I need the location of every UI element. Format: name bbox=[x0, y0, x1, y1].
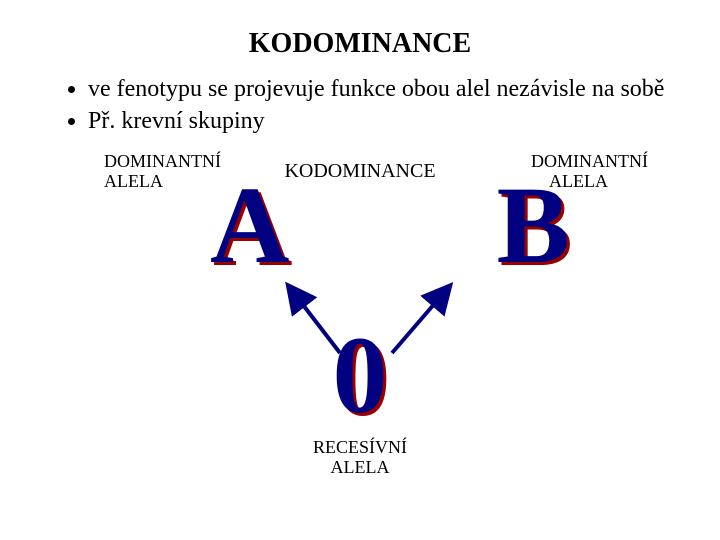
bullet-item: Př. krevní skupiny bbox=[88, 106, 680, 136]
allele-a: A A bbox=[210, 170, 289, 280]
allele-a-front: A bbox=[210, 164, 289, 286]
allele-0-front: 0 bbox=[333, 314, 388, 436]
bullet-list: ve fenotypu se projevuje funkce obou ale… bbox=[0, 74, 720, 136]
label-dominant-left: DOMINANTNÍ ALELA bbox=[104, 152, 221, 192]
label-line: ALELA bbox=[104, 172, 221, 192]
codominance-diagram: DOMINANTNÍ ALELA KODOMINANCE DOMINANTNÍ … bbox=[0, 138, 720, 498]
allele-b: B B bbox=[497, 170, 570, 280]
bullet-item: ve fenotypu se projevuje funkce obou ale… bbox=[88, 74, 680, 104]
label-recessive: RECESÍVNÍ ALELA bbox=[313, 438, 407, 478]
allele-0: 0 0 bbox=[333, 320, 388, 430]
label-line: ALELA bbox=[313, 458, 407, 478]
label-kodominance: KODOMINANCE bbox=[284, 160, 435, 182]
arrow-to-b bbox=[392, 288, 448, 353]
label-line: RECESÍVNÍ bbox=[313, 438, 407, 458]
label-line: DOMINANTNÍ bbox=[104, 152, 221, 172]
allele-b-front: B bbox=[497, 164, 570, 286]
page-title: KODOMINANCE bbox=[0, 0, 720, 74]
